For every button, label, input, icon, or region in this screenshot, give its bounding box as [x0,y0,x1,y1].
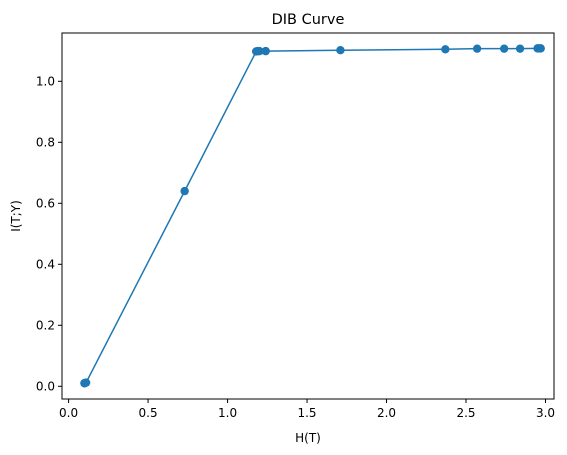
y-axis: 0.0 0.2 0.4 0.6 0.8 1.0 [36,74,62,393]
series-line [84,47,541,384]
plot-frame [61,32,555,400]
x-tick-label: 1.5 [297,406,316,420]
x-axis: 0.0 0.5 1.0 1.5 2.0 2.5 3.0 [59,399,555,420]
y-axis-label: I(T;Y) [9,200,23,232]
data-point [336,46,345,55]
plot-area [80,44,545,388]
x-tick-label: 2.5 [456,406,475,420]
x-tick-label: 0.5 [139,406,158,420]
x-tick-label: 1.0 [218,406,237,420]
x-axis-label: H(T) [295,431,321,445]
y-tick-label: 1.0 [36,74,55,88]
data-point [180,186,189,196]
data-point [81,378,91,387]
data-point [261,46,270,56]
data-point [472,44,482,53]
x-tick-label: 3.0 [536,406,555,420]
data-point [499,44,509,53]
y-tick-label: 0.0 [36,379,55,393]
x-tick-label: 2.0 [377,406,396,420]
y-tick-label: 0.8 [36,135,55,149]
chart-title: DIB Curve [272,12,345,28]
data-point [536,44,545,53]
data-point [255,46,264,56]
data-point [441,45,450,54]
x-tick-label: 0.0 [59,406,78,420]
y-tick-label: 0.6 [36,196,55,210]
data-point [515,44,525,53]
y-tick-label: 0.2 [36,318,55,332]
y-tick-label: 0.4 [36,257,55,271]
